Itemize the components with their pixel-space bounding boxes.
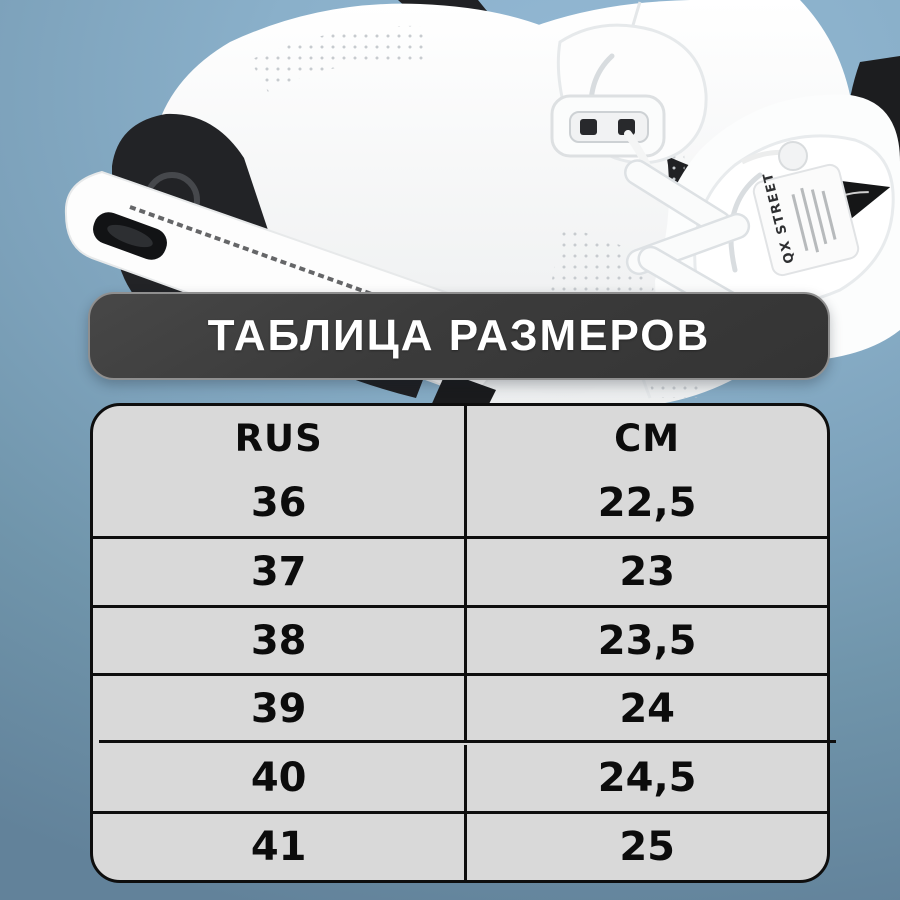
cell-cm-size: 24 (619, 686, 675, 733)
cell-rus-size: 38 (93, 607, 468, 674)
size-table-header: RUS CM (93, 406, 827, 470)
table-row: 41 25 (93, 811, 827, 880)
eyelet-plate (550, 94, 666, 158)
sneakers-photo: QX STREET (64, 0, 900, 410)
size-table: RUS CM 36 22,5 37 23 38 23,5 39 24 40 24… (90, 403, 836, 883)
cell-rus-size: 36 (93, 470, 468, 536)
table-row: 36 22,5 (93, 470, 827, 536)
table-row: 38 23,5 (93, 604, 827, 674)
cell-rus-size: 40 (93, 745, 468, 812)
left-sneaker: QX STREET (64, 3, 860, 410)
cell-rus-size: 39 (93, 676, 468, 743)
header-cell-cm: CM (614, 416, 681, 460)
table-row: 39 24 (93, 673, 827, 743)
cell-cm-size: 25 (619, 824, 675, 871)
banner-title: ТАБЛИЦА РАЗМЕРОВ (207, 311, 711, 360)
cell-cm-size: 24,5 (597, 755, 697, 802)
cell-cm-size: 22,5 (597, 479, 697, 526)
cell-cm-size: 23 (619, 548, 675, 595)
header-cell-rus: RUS (93, 406, 468, 470)
size-chart-banner: ТАБЛИЦА РАЗМЕРОВ (88, 292, 830, 380)
cell-rus-size: 41 (93, 814, 468, 880)
air-unit-window (93, 212, 167, 260)
table-row: 37 23 (93, 535, 827, 605)
cell-cm-size: 23,5 (597, 617, 697, 664)
table-row: 40 24,5 (93, 742, 827, 812)
cell-rus-size: 37 (93, 538, 468, 605)
qx-street-tag: QX STREET (752, 163, 860, 277)
